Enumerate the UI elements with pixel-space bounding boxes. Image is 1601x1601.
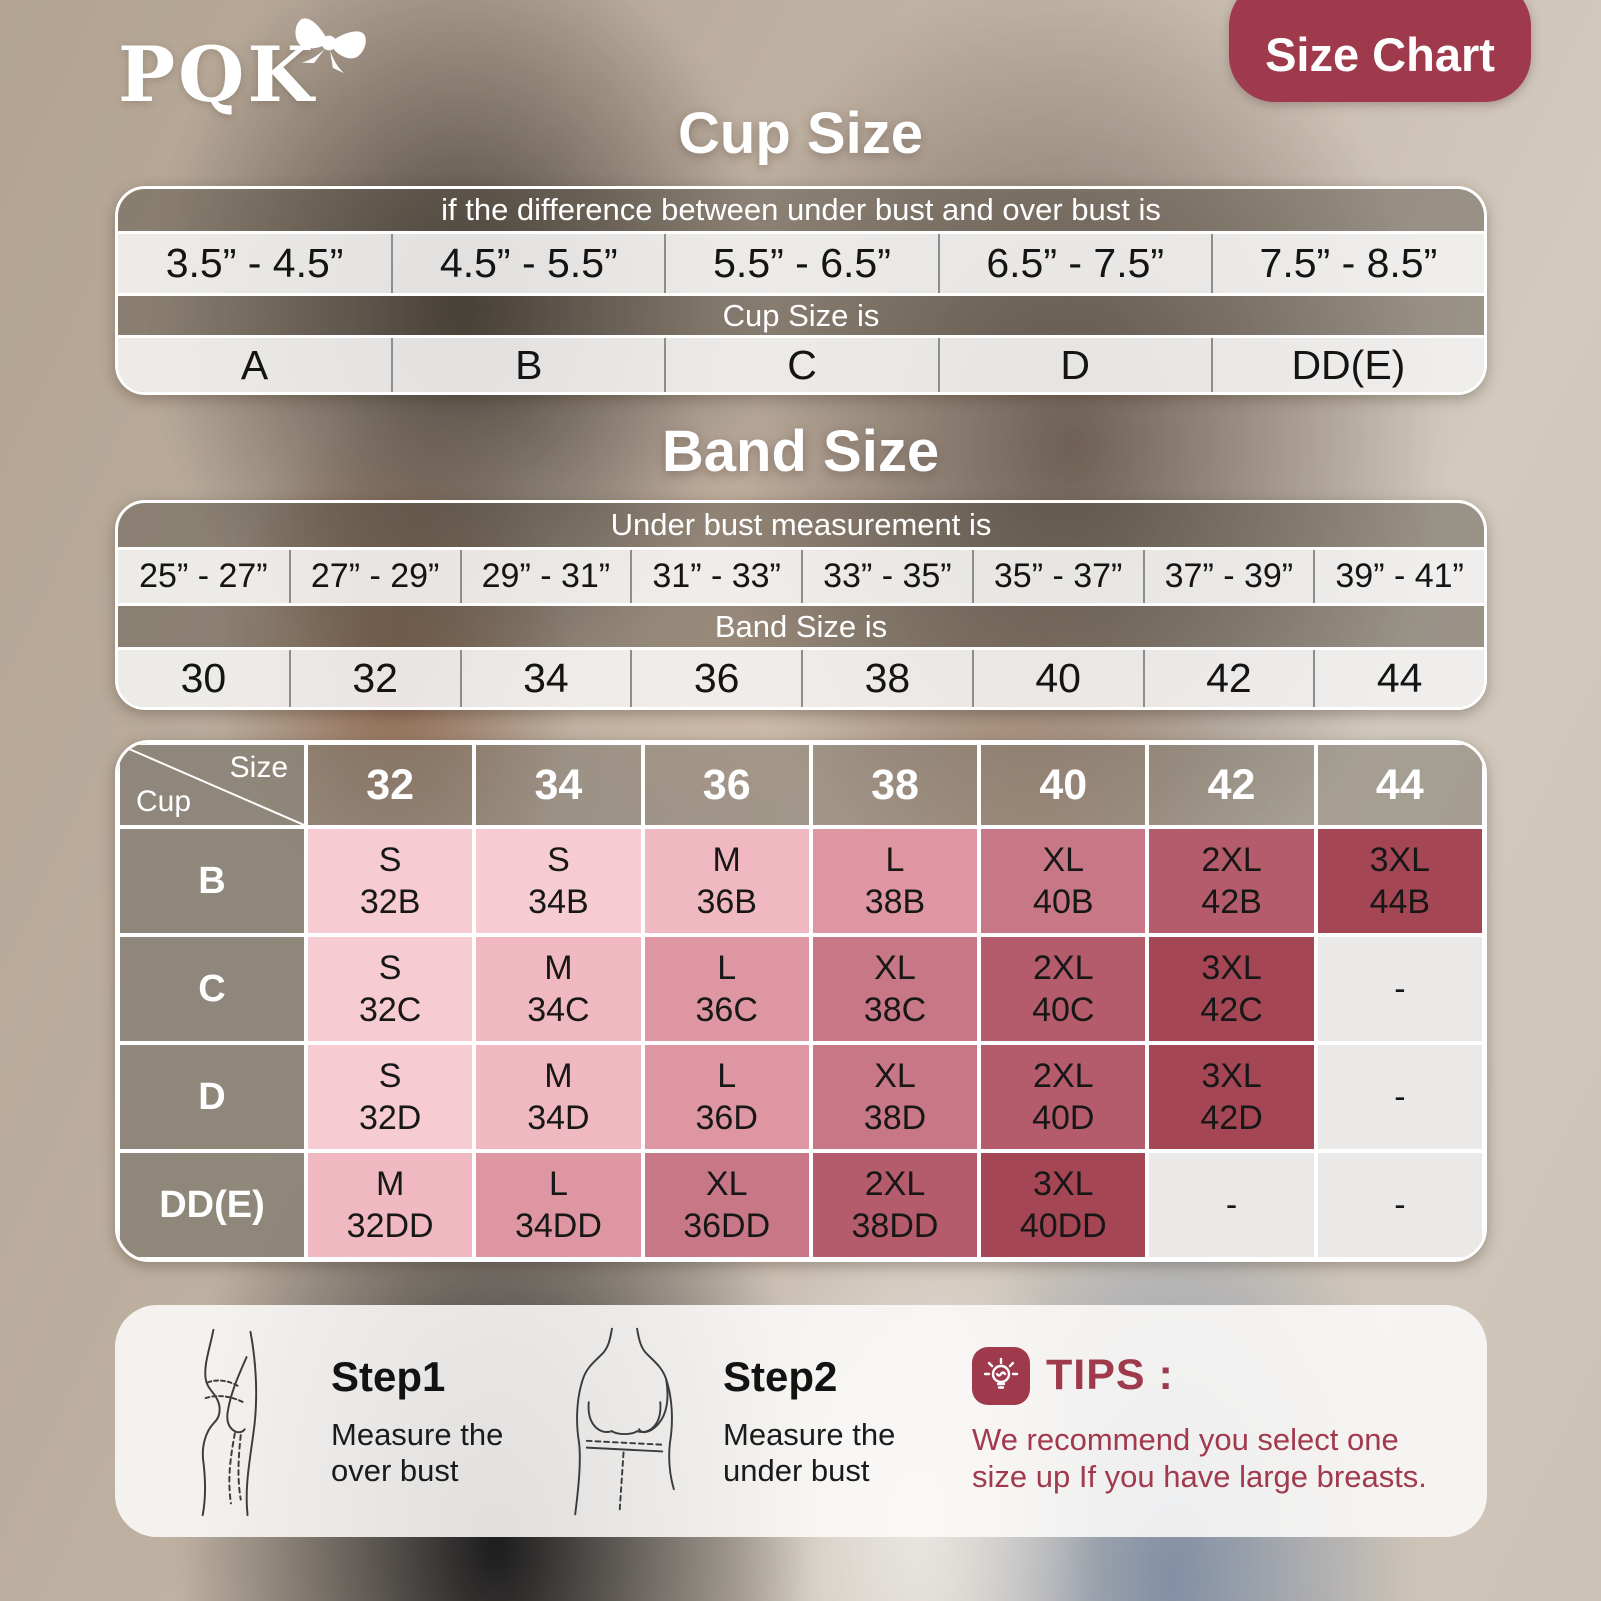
matrix-cell: 3XL 44B <box>1315 827 1484 935</box>
matrix-cell: S 32C <box>306 935 475 1043</box>
matrix-cell: XL 36DD <box>642 1151 811 1259</box>
band-range-cell: 39” - 41” <box>1313 550 1484 603</box>
cup-range-cell: 4.5” - 5.5” <box>391 234 664 293</box>
size-matrix-table: Size Cup 32 34 36 38 40 42 44 B S 32B S 34… <box>115 740 1487 1262</box>
bow-icon <box>295 18 367 74</box>
step1-description: Measure the over bust <box>331 1417 504 1488</box>
size-chart-badge: Size Chart <box>1229 0 1531 102</box>
matrix-cell: L 36D <box>642 1043 811 1151</box>
matrix-cell: 3XL 40DD <box>979 1151 1148 1259</box>
step2-title: Step2 <box>723 1353 838 1401</box>
band-size-title: Band Size <box>661 419 940 484</box>
band-range-cell: 27” - 29” <box>288 550 460 603</box>
matrix-corner-cell: Size Cup <box>118 743 306 827</box>
matrix-cell: S 34B <box>474 827 643 935</box>
band-number-cell: 40 <box>971 650 1143 707</box>
cup-range-cell: 6.5” - 7.5” <box>937 234 1211 293</box>
brand-logo: PQK <box>118 18 367 119</box>
matrix-cell: XL 38D <box>810 1043 980 1151</box>
cup-table-header: if the difference between under bust and… <box>118 189 1484 231</box>
band-number-cell: 34 <box>459 650 631 707</box>
matrix-cell: 3XL 42C <box>1147 935 1316 1043</box>
band-range-cell: 25” - 27” <box>139 557 268 595</box>
tips-label: TIPS : <box>1046 1351 1174 1400</box>
step2-description: Measure the under bust <box>723 1417 896 1488</box>
brand-logo-text: PQK <box>118 30 317 119</box>
matrix-column-header: 38 <box>810 743 980 827</box>
matrix-cell: 2XL 38DD <box>810 1151 980 1259</box>
band-table-subheader: Band Size is <box>118 603 1484 647</box>
band-table-header: Under bust measurement is <box>118 503 1484 547</box>
band-number-cell: 36 <box>630 650 801 707</box>
matrix-cell: 3XL 42D <box>1147 1043 1316 1151</box>
matrix-cell: 2XL 40D <box>979 1043 1148 1151</box>
matrix-row-header: C <box>118 935 306 1043</box>
measure-under-bust-illustration <box>574 1327 675 1515</box>
matrix-cell: S 32B <box>306 827 475 935</box>
step1-title: Step1 <box>331 1353 446 1401</box>
cup-letter-cell: D <box>937 338 1211 392</box>
cup-letter-cell: B <box>391 338 664 392</box>
band-range-cell: 29” - 31” <box>459 550 631 603</box>
matrix-cell: S 32D <box>306 1043 475 1151</box>
cup-size-title: Cup Size <box>678 101 923 166</box>
corner-cup-label: Cup <box>136 785 192 818</box>
matrix-column-header: 34 <box>474 743 643 827</box>
cup-letter-cell: DD(E) <box>1210 338 1484 392</box>
how-to-measure-panel: Step1 Measure the over bust Step2 Measur… <box>115 1305 1487 1537</box>
lightbulb-icon <box>972 1346 1030 1405</box>
matrix-row-header: B <box>118 827 306 935</box>
band-number-cell: 42 <box>1142 650 1314 707</box>
matrix-cell: M 32DD <box>306 1151 475 1259</box>
cup-table-subheader: Cup Size is <box>118 293 1484 335</box>
matrix-cell: 2XL 40C <box>979 935 1148 1043</box>
band-number-cell: 44 <box>1313 650 1484 707</box>
matrix-row-header: D <box>118 1043 306 1151</box>
tips-text: We recommend you select one size up If y… <box>972 1421 1427 1494</box>
matrix-row-header: DD(E) <box>118 1151 306 1259</box>
cup-letter-cell: C <box>664 338 937 392</box>
cup-size-table: if the difference between under bust and… <box>115 186 1487 395</box>
cup-range-cell: 3.5” - 4.5” <box>165 240 344 286</box>
matrix-cell: M 34C <box>474 935 643 1043</box>
band-size-table: Under bust measurement is 25” - 27” 27” … <box>115 500 1487 710</box>
step2-block: Step2 Measure the under bust <box>723 1353 918 1489</box>
matrix-column-header: 32 <box>306 743 475 827</box>
matrix-cell: - <box>1147 1151 1316 1259</box>
band-number-cell: 30 <box>180 655 227 701</box>
cup-range-cell: 5.5” - 6.5” <box>664 234 937 293</box>
matrix-column-header: 40 <box>979 743 1148 827</box>
matrix-column-header: 42 <box>1147 743 1316 827</box>
matrix-cell: L 36C <box>642 935 811 1043</box>
band-range-cell: 33” - 35” <box>801 550 972 603</box>
matrix-cell: M 36B <box>642 827 811 935</box>
band-range-cell: 37” - 39” <box>1142 550 1314 603</box>
matrix-cell: - <box>1315 935 1484 1043</box>
matrix-cell: M 34D <box>474 1043 643 1151</box>
step1-block: Step1 Measure the over bust <box>331 1353 526 1489</box>
band-number-cell: 32 <box>288 650 460 707</box>
diagonal-divider <box>120 745 304 825</box>
matrix-cell: L 34DD <box>474 1151 643 1259</box>
matrix-column-header: 44 <box>1315 743 1484 827</box>
band-range-cell: 35” - 37” <box>971 550 1143 603</box>
matrix-column-header: 36 <box>642 743 811 827</box>
band-range-cell: 31” - 33” <box>630 550 801 603</box>
matrix-cell: XL 38C <box>810 935 980 1043</box>
corner-size-label: Size <box>229 751 288 784</box>
matrix-cell: XL 40B <box>979 827 1148 935</box>
matrix-cell: 2XL 42B <box>1147 827 1316 935</box>
band-number-cell: 38 <box>801 650 972 707</box>
cup-letter-cell: A <box>240 341 269 388</box>
matrix-cell: L 38B <box>810 827 980 935</box>
tips-section: TIPS : We recommend you select one size … <box>944 1346 1447 1495</box>
matrix-cell: - <box>1315 1043 1484 1151</box>
matrix-cell: - <box>1315 1151 1484 1259</box>
measure-over-bust-illustration <box>201 1328 258 1516</box>
cup-range-cell: 7.5” - 8.5” <box>1210 234 1484 293</box>
